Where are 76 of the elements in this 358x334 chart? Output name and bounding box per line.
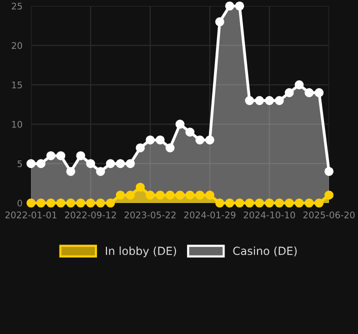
point — [245, 198, 254, 208]
point — [274, 96, 284, 106]
point — [156, 190, 165, 200]
point — [96, 166, 106, 176]
point — [175, 120, 185, 129]
point — [314, 198, 324, 208]
y-tick-label: 15 — [12, 82, 22, 88]
point — [66, 198, 76, 208]
legend-label: In lobby (DE) — [106, 246, 176, 258]
point — [324, 190, 334, 200]
legend-label: Casino (DE) — [233, 246, 297, 256]
point — [195, 190, 204, 200]
point — [86, 159, 96, 168]
point — [324, 166, 334, 176]
point — [86, 198, 96, 208]
point — [126, 190, 135, 200]
point — [284, 88, 294, 98]
point — [185, 190, 194, 200]
point — [215, 198, 224, 208]
point — [304, 88, 314, 98]
point — [205, 190, 214, 200]
point — [146, 135, 155, 144]
point — [56, 198, 66, 208]
point — [116, 159, 125, 168]
y-tick-label: 5 — [18, 160, 22, 168]
point — [205, 135, 214, 144]
point — [304, 198, 314, 208]
point — [36, 198, 46, 208]
point — [136, 182, 145, 192]
point — [264, 198, 274, 208]
point — [254, 96, 264, 106]
x-tick-label: 2022-09-12 — [65, 211, 116, 218]
point — [76, 151, 86, 160]
point — [235, 198, 244, 208]
x-tick-label: 2024-10-10 — [244, 211, 296, 218]
point — [126, 159, 135, 168]
point — [274, 198, 284, 208]
point — [156, 135, 165, 144]
point — [235, 1, 244, 11]
point — [215, 17, 224, 26]
point — [225, 1, 234, 11]
point — [46, 198, 56, 208]
point — [284, 198, 294, 208]
point — [195, 135, 204, 144]
y-tick-label: 25 — [12, 2, 22, 10]
point — [166, 190, 175, 200]
point — [26, 198, 36, 208]
point — [106, 198, 115, 208]
point — [56, 151, 66, 160]
point — [294, 198, 304, 208]
y-tick-label: 10 — [12, 120, 22, 128]
point — [96, 198, 106, 208]
x-tick-label: 2023-05-22 — [124, 211, 176, 218]
y-tick-label: 0 — [18, 200, 22, 207]
point — [245, 96, 254, 106]
point — [314, 88, 324, 98]
x-tick-label: 2024-01-29 — [184, 211, 236, 218]
point — [254, 198, 264, 208]
point — [36, 159, 46, 168]
point — [46, 151, 56, 160]
x-tick-label: 2025-06-20 — [303, 211, 355, 218]
point — [225, 198, 234, 208]
point — [185, 128, 194, 137]
y-tick-label: 20 — [12, 42, 22, 49]
point — [294, 80, 304, 90]
point — [26, 159, 36, 168]
point — [175, 190, 185, 200]
point — [264, 96, 274, 106]
point — [116, 190, 125, 200]
point — [76, 198, 86, 208]
point — [106, 159, 115, 168]
point — [66, 166, 76, 176]
point — [136, 143, 145, 152]
point — [166, 143, 175, 152]
x-tick-label: 2022-01-01 — [5, 211, 56, 218]
point — [146, 190, 155, 200]
